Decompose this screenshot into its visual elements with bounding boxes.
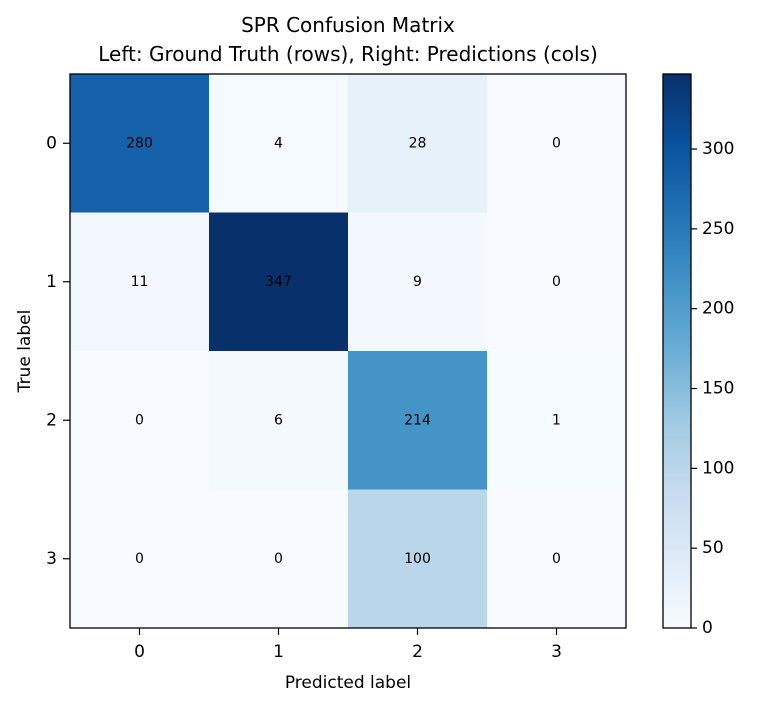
cell-value-r1-c3: 0	[552, 274, 561, 290]
heatmap-cell-r3-c0	[70, 489, 210, 629]
colorbar-ticks: 0 50 100 150 200 250 300	[691, 139, 734, 638]
y-tick-label-2: 2	[46, 410, 57, 430]
chart-title-line-1: SPR Confusion Matrix	[241, 13, 455, 37]
cell-value-r2-c3: 1	[552, 412, 561, 428]
heatmap-cell-r3-c3	[487, 489, 627, 629]
heatmap-cell-r1-c0	[70, 212, 210, 352]
heatmap-cell-r3-c1	[209, 489, 349, 629]
heatmap-cell-r0-c0	[70, 74, 210, 213]
cell-value-r0-c1: 4	[274, 135, 283, 151]
cell-value-r3-c0: 0	[135, 551, 144, 567]
heatmap-cell-r2-c2	[348, 351, 488, 490]
cell-value-r2-c0: 0	[135, 412, 144, 428]
colorbar-frame	[662, 73, 692, 629]
y-tick-label-1: 1	[46, 272, 57, 292]
y-tick-label-3: 3	[46, 549, 57, 569]
y-tick-label-0: 0	[46, 133, 57, 153]
cell-value-r2-c2: 214	[404, 412, 431, 428]
heatmap-cell-r1-c3	[487, 212, 627, 352]
colorbar-tick-label-100: 100	[702, 458, 734, 478]
x-tick-label-1: 1	[273, 642, 284, 662]
x-tick-label-3: 3	[551, 642, 562, 662]
x-tick-label-0: 0	[134, 642, 145, 662]
cell-value-r0-c0: 280	[126, 135, 153, 151]
colorbar-tick-label-150: 150	[702, 379, 734, 399]
cell-value-r3-c1: 0	[274, 551, 283, 567]
colorbar-tick-label-300: 300	[702, 139, 734, 159]
heatmap-cell-r1-c1	[209, 212, 349, 352]
cell-value-r3-c3: 0	[552, 551, 561, 567]
heatmap-cell-r1-c2	[348, 212, 488, 352]
cell-value-r1-c0: 11	[131, 274, 149, 290]
x-axis-ticks: 0 1 2 3	[134, 628, 562, 662]
cell-value-r0-c2: 28	[409, 135, 427, 151]
cell-value-r3-c2: 100	[404, 551, 431, 567]
colorbar-gradient	[663, 74, 691, 628]
heatmap-cell-r0-c2	[348, 74, 488, 213]
y-axis-label: True label	[15, 310, 35, 394]
cell-value-r0-c3: 0	[552, 135, 561, 151]
colorbar-tick-label-200: 200	[702, 299, 734, 319]
colorbar-tick-label-50: 50	[702, 538, 724, 558]
colorbar-tick-label-250: 250	[702, 219, 734, 239]
heatmap-cell-r2-c1	[209, 351, 349, 490]
x-tick-label-2: 2	[412, 642, 423, 662]
plot-frame	[69, 73, 627, 629]
chart-title-line-2: Left: Ground Truth (rows), Right: Predic…	[98, 42, 598, 66]
y-axis-ticks: 0 1 2 3	[46, 133, 70, 569]
heatmap-cell-r0-c3	[487, 74, 627, 213]
cell-value-r2-c1: 6	[274, 412, 283, 428]
heatmap-cell-r2-c3	[487, 351, 627, 490]
cell-annotations: 280 4 28 011 347 9 00 6 214 10 0 100 0	[126, 135, 561, 567]
heatmap-cells	[70, 74, 627, 629]
heatmap-cell-r3-c2	[348, 489, 488, 629]
x-axis-label: Predicted label	[285, 673, 411, 693]
cell-value-r1-c2: 9	[413, 274, 422, 290]
colorbar-tick-label-0: 0	[702, 618, 713, 638]
heatmap-cell-r2-c0	[70, 351, 210, 490]
heatmap-cell-r0-c1	[209, 74, 349, 213]
cell-value-r1-c1: 347	[265, 274, 292, 290]
